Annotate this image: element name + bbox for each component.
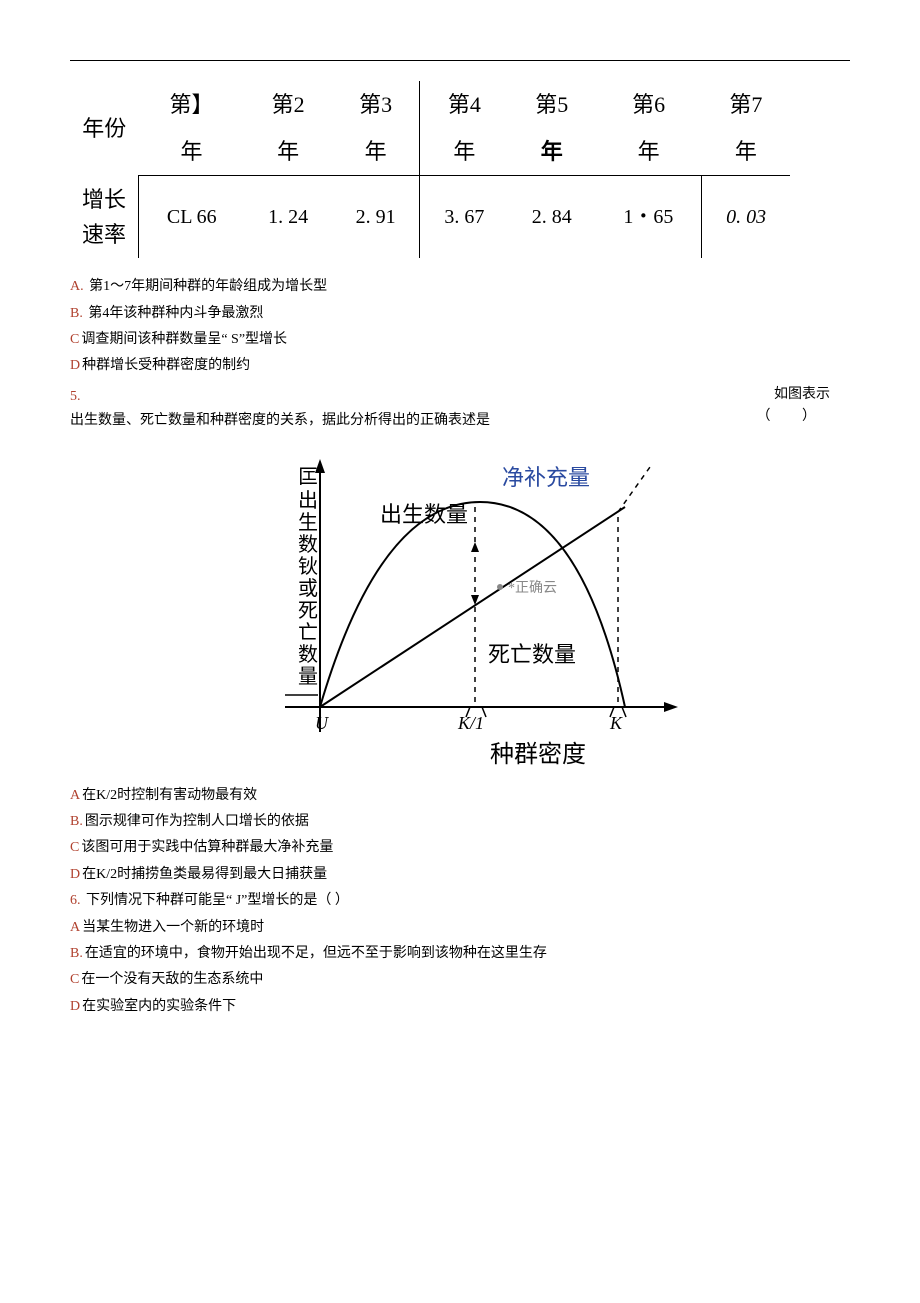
col-head-1a: 第】: [139, 81, 245, 128]
col-head-2b: 年: [245, 128, 332, 176]
col-head-4a: 第4: [420, 81, 508, 128]
q5-body: 出生数量、死亡数量和种群密度的关系，据此分析得出的正确表述是: [70, 413, 490, 428]
val-6: 1・65: [595, 176, 701, 258]
q6-opt-c: C在一个没有天敌的生态系统中: [70, 969, 850, 991]
q5-right-text: 如图表示: [774, 384, 830, 406]
q6-number: 6.: [70, 893, 81, 908]
opt-text: 在适宜的环境中，食物开始出现不足，但远不至于影响到该物种在这里生存: [85, 946, 547, 961]
q6-stem: 6. 下列情况下种群可能呈“ J”型增长的是（ ）: [70, 890, 850, 912]
col-head-3a: 第3: [332, 81, 420, 128]
growth-top: 增长: [82, 187, 126, 212]
col-head-5b: 年: [508, 128, 595, 176]
q4-opt-d: D种群增长受种群密度的制约: [70, 355, 850, 377]
death-curve: [320, 507, 625, 707]
q6-opt-a: A当某生物进入一个新的环境时: [70, 917, 850, 939]
death-label: 死亡数量: [488, 642, 576, 667]
opt-letter: C: [70, 332, 79, 347]
x-axis-label: 种群密度: [490, 741, 586, 768]
opt-letter: D: [70, 358, 80, 373]
opt-text: 在K/2时控制有害动物最有效: [82, 788, 257, 803]
k2-arrow-up-icon: [471, 542, 479, 552]
precision-mark: *正确云: [508, 580, 557, 596]
y-axis-label: 出 生 数 钬 或 死 亡 数 量: [298, 489, 323, 688]
opt-text: 在实验室内的实验条件下: [82, 999, 236, 1014]
col-head-3b: 年: [332, 128, 420, 176]
q6-opt-d: D在实验室内的实验条件下: [70, 996, 850, 1018]
col-head-2a: 第2: [245, 81, 332, 128]
opt-text: 第4年该种群种内斗争最激烈: [88, 306, 263, 321]
opt-text: 该图可用于实践中估算种群最大净补充量: [81, 840, 333, 855]
opt-letter: A.: [70, 279, 84, 294]
q4-opt-b: B. 第4年该种群种内斗争最激烈: [70, 303, 850, 325]
x-arrow-icon: [664, 702, 678, 712]
val-3: 2. 91: [332, 176, 420, 258]
year-growth-table: 年份 第】 第2 第3 第4 第5 第6 第7 年 年 年 年 年 年 年 增长…: [70, 81, 790, 258]
opt-letter: B.: [70, 814, 83, 829]
col-head-1b: 年: [139, 128, 245, 176]
opt-text: 第1～7年期间种群的年龄组成为增长型: [89, 279, 327, 294]
precision-dot-icon: [497, 584, 503, 590]
q5-opt-b: B.图示规律可作为控制人口增长的依据: [70, 811, 850, 833]
row-label-growth: 增长 速率: [70, 176, 139, 258]
q5-stem: 5. 如图表示 出生数量、死亡数量和种群密度的关系，据此分析得出的正确表述是 （…: [70, 384, 850, 433]
q5-opt-a: A在K/2时控制有害动物最有效: [70, 785, 850, 807]
col-head-4b: 年: [420, 128, 508, 176]
tick-mark-kb: [622, 707, 626, 717]
population-chart: 匞 出 生 数 钬 或 死 亡 数 量 净补充量 出生数量 死亡数量 *正确云 …: [230, 447, 690, 777]
opt-letter: D: [70, 999, 80, 1014]
q5-opt-d: D在K/2时捕捞鱼类最易得到最大日捕获量: [70, 864, 850, 886]
opt-text: 在K/2时捕捞鱼类最易得到最大日捕获量: [82, 867, 327, 882]
opt-letter: A: [70, 788, 80, 803]
val-4: 3. 67: [420, 176, 508, 258]
q6-text: 下列情况下种群可能呈“ J”型增长的是（ ）: [86, 893, 349, 908]
opt-text: 种群增长受种群密度的制约: [82, 358, 250, 373]
tick-k2: K/1: [457, 713, 484, 733]
val-5: 2. 84: [508, 176, 595, 258]
dashed-net: [618, 467, 650, 512]
opt-letter: B.: [70, 306, 83, 321]
opt-letter: A: [70, 920, 80, 935]
net-label: 净补充量: [502, 465, 590, 490]
opt-letter: D: [70, 867, 80, 882]
y-prefix-char: 匞: [298, 466, 318, 488]
opt-letter: C: [70, 840, 79, 855]
opt-text: 当某生物进入一个新的环境时: [82, 920, 264, 935]
origin-label: U: [315, 713, 329, 733]
val-1: CL 66: [139, 176, 245, 258]
q5-paren: （ ）: [757, 406, 831, 428]
opt-letter: B.: [70, 946, 83, 961]
q4-opt-c: C调查期间该种群数量呈“ S”型增长: [70, 329, 850, 351]
q6-opt-b: B.在适宜的环境中，食物开始出现不足，但远不至于影响到该物种在这里生存: [70, 943, 850, 965]
row-label-year: 年份: [70, 81, 139, 176]
growth-bot: 速率: [82, 222, 126, 247]
col-head-7b: 年: [702, 128, 790, 176]
col-head-6a: 第6: [595, 81, 701, 128]
val-7: 0. 03: [702, 176, 790, 258]
opt-text: 在一个没有天敌的生态系统中: [81, 972, 263, 987]
top-divider: [70, 60, 850, 61]
chart-svg: 匞 出 生 数 钬 或 死 亡 数 量 净补充量 出生数量 死亡数量 *正确云 …: [230, 447, 690, 777]
val-2: 1. 24: [245, 176, 332, 258]
opt-text: 调查期间该种群数量呈“ S”型增长: [81, 332, 287, 347]
q5-opt-c: C该图可用于实践中估算种群最大净补充量: [70, 837, 850, 859]
q4-opt-a: A. 第1～7年期间种群的年龄组成为增长型: [70, 276, 850, 298]
opt-text: 图示规律可作为控制人口增长的依据: [85, 814, 309, 829]
col-head-7a: 第7: [702, 81, 790, 128]
q5-number: 5.: [70, 389, 81, 404]
col-head-5a: 第5: [508, 81, 595, 128]
col-head-6b: 年: [595, 128, 701, 176]
opt-letter: C: [70, 972, 79, 987]
birth-label: 出生数量: [380, 502, 468, 527]
